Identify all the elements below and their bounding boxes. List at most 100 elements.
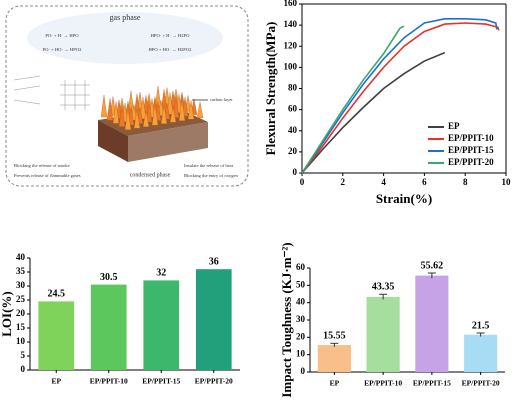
x-tick-label: EP/PPIT-15 — [413, 379, 451, 388]
flame — [166, 92, 174, 115]
flame — [100, 94, 108, 118]
x-tick-label: EP/PPIT-10 — [364, 379, 402, 388]
char-side — [98, 120, 128, 162]
diagram: gas phase PO· + H· → HPO PO· + HO· → HPO… — [5, 5, 249, 187]
bar — [38, 301, 75, 370]
x-tick-label: EP — [51, 377, 61, 386]
y-axis-label: LOI(%) — [0, 291, 14, 337]
flame — [196, 101, 204, 118]
y-tick-label: 50 — [296, 279, 306, 289]
bar — [415, 275, 449, 372]
network-sketch — [13, 75, 90, 110]
x-tick-label: 4 — [381, 177, 386, 187]
legend-label: EP — [448, 121, 460, 131]
x-tick-label: EP/PPIT-15 — [142, 377, 180, 386]
flame — [118, 104, 126, 127]
y-axis-label: Impact Toughness (KJ·m⁻²) — [279, 242, 294, 397]
flame — [145, 100, 153, 123]
y-tick-label: 120 — [284, 40, 298, 50]
y-tick-label: 40 — [296, 297, 306, 307]
note: Insulate the release of heat — [184, 163, 234, 168]
x-tick-label: EP/PPIT-20 — [462, 379, 500, 388]
y-tick-label: 80 — [288, 83, 298, 93]
x-tick-label: 0 — [300, 177, 305, 187]
y-tick-label: 160 — [284, 0, 298, 8]
y-tick-label: 15 — [16, 322, 26, 332]
y-tick-label: 25 — [16, 294, 26, 304]
y-tick-label: 10 — [296, 349, 306, 359]
value-label: 55.62 — [421, 260, 444, 271]
carbon-layer-label: carbon layer — [210, 97, 233, 102]
data-line — [301, 51, 446, 174]
bar — [366, 296, 400, 372]
x-tick-label: 2 — [341, 177, 346, 187]
y-tick-label: 30 — [296, 314, 306, 324]
equation: HPO + HO· → H2PO2 — [149, 47, 193, 52]
flame — [112, 101, 120, 124]
y-tick-label: 20 — [288, 146, 298, 156]
x-tick-label: 10 — [502, 177, 512, 187]
y-tick-label: 40 — [16, 252, 26, 262]
y-tick-label: 100 — [284, 61, 298, 71]
legend-label: EP/PPIT-15 — [448, 145, 494, 155]
flame — [139, 96, 147, 120]
bar — [464, 334, 498, 372]
y-tick-label: 40 — [288, 125, 298, 135]
y-tick-label: 35 — [16, 266, 26, 276]
equation: HPO· + H· → H2PO — [151, 33, 191, 38]
x-tick-label: 6 — [422, 177, 427, 187]
y-tick-label: 0 — [21, 364, 26, 374]
x-tick-label: EP — [330, 379, 340, 388]
data-line — [301, 25, 405, 174]
y-tick-label: 20 — [296, 331, 306, 341]
value-label: 30.5 — [100, 272, 118, 283]
y-tick-label: 10 — [16, 336, 26, 346]
value-label: 15.55 — [323, 331, 346, 342]
gas-phase-label: gas phase — [110, 13, 141, 22]
y-tick-label: 60 — [296, 262, 306, 272]
value-label: 36 — [209, 256, 219, 267]
data-line — [301, 22, 500, 174]
flame — [124, 107, 132, 130]
flames — [100, 85, 204, 130]
flame — [142, 110, 150, 127]
x-tick-label: 8 — [463, 177, 468, 187]
x-tick-label: EP/PPIT-20 — [195, 377, 233, 386]
y-tick-label: 5 — [21, 350, 26, 360]
flame — [133, 109, 141, 129]
legend-label: EP/PPIT-20 — [448, 157, 494, 167]
x-axis-label: Strain(%) — [376, 191, 432, 206]
value-label: 32 — [156, 268, 166, 279]
flame — [106, 98, 114, 121]
y-tick-label: 0 — [301, 366, 306, 376]
bar — [317, 345, 351, 372]
gas-cloud — [27, 12, 223, 64]
flame — [187, 100, 195, 120]
flame — [169, 106, 177, 123]
y-tick-label: 20 — [16, 308, 26, 318]
flame — [151, 103, 159, 126]
value-label: 24.5 — [48, 289, 66, 300]
bar — [90, 284, 127, 370]
y-tick-label: 30 — [16, 280, 26, 290]
flame — [178, 98, 186, 121]
legend-label: EP/PPIT-10 — [448, 133, 494, 143]
value-label: 21.5 — [472, 320, 490, 331]
equation: PO· + HO· → HPO2 — [43, 47, 83, 52]
value-label: 43.35 — [372, 282, 395, 293]
note: Blocking the entry of oxygen — [184, 173, 239, 178]
y-tick-label: 140 — [284, 19, 298, 29]
y-axis-label: Flexural Strength(MPa) — [263, 22, 278, 156]
equation: PO· + H· → HPO — [45, 33, 79, 38]
note: Blocking the release of smoke — [14, 163, 70, 168]
char-front — [128, 122, 208, 162]
y-tick-label: 60 — [288, 104, 298, 114]
flame — [160, 104, 168, 124]
flame — [172, 95, 180, 118]
bar — [143, 280, 180, 370]
note: Prevents release of flammable gases — [14, 173, 81, 178]
x-tick-label: EP/PPIT-10 — [90, 377, 128, 386]
data-line — [301, 17, 498, 174]
y-tick-label: 0 — [293, 167, 298, 177]
